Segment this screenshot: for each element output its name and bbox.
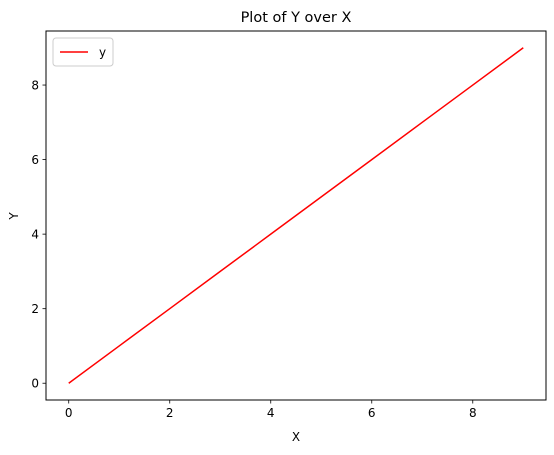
- y-tick-label: 8: [31, 79, 39, 93]
- x-tick-label: 6: [368, 406, 376, 420]
- legend-label-y: y: [99, 46, 106, 60]
- x-tick-label: 4: [267, 406, 275, 420]
- legend: y: [52, 37, 114, 67]
- y-axis: 0 2 4 6 8: [31, 79, 46, 391]
- y-axis-label: Y: [7, 212, 21, 221]
- axes-frame: [45, 30, 547, 401]
- x-axis-label: X: [292, 430, 300, 444]
- y-tick-label: 2: [31, 302, 39, 316]
- plot-area: [68, 47, 524, 384]
- x-tick-label: 2: [166, 406, 174, 420]
- y-tick-label: 6: [31, 153, 39, 167]
- y-tick-label: 4: [31, 228, 39, 242]
- y-tick-label: 0: [31, 377, 39, 391]
- series-line-y: [68, 47, 524, 384]
- x-axis: 0 2 4 6 8: [65, 400, 477, 420]
- chart-title: Plot of Y over X: [241, 10, 352, 26]
- x-tick-label: 0: [65, 406, 73, 420]
- x-tick-label: 8: [469, 406, 477, 420]
